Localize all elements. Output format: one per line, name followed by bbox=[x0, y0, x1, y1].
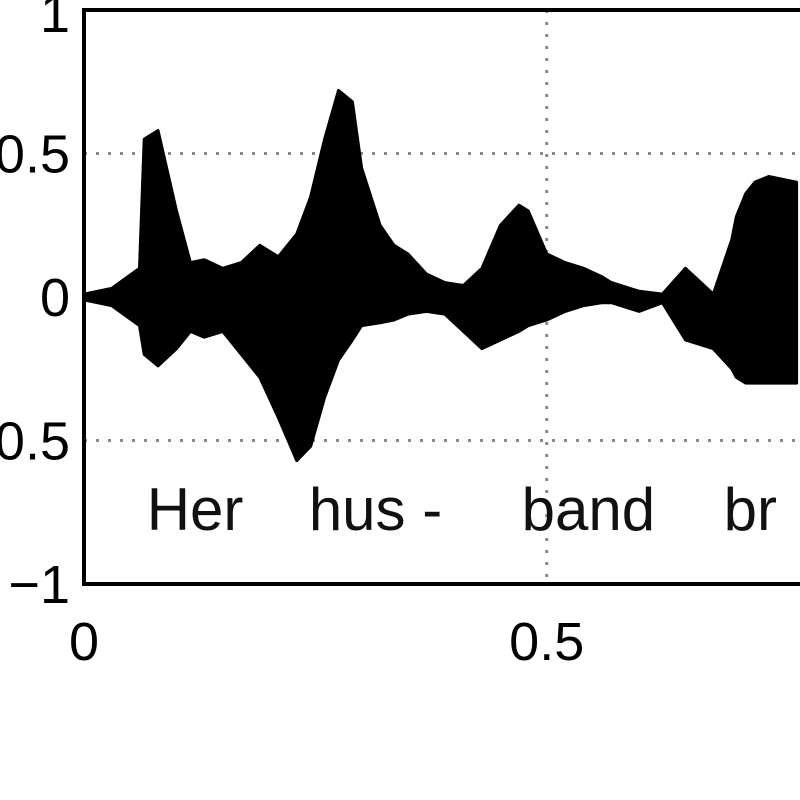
word-annotation: hus - bbox=[309, 476, 442, 543]
y-tick-label: −1 bbox=[8, 555, 70, 615]
x-tick-label: 0 bbox=[69, 612, 99, 672]
y-tick-label: 0.5 bbox=[0, 125, 70, 185]
waveform-series-0 bbox=[82, 88, 799, 463]
y-tick-label: 0 bbox=[40, 268, 70, 328]
word-annotation: band bbox=[522, 476, 655, 543]
word-annotation: br bbox=[724, 476, 777, 543]
y-tick-label: 1 bbox=[40, 0, 70, 44]
word-annotation: Her bbox=[147, 476, 244, 543]
word-annotations: Her hus - band br bbox=[147, 476, 777, 543]
series-layer bbox=[82, 88, 799, 463]
plot-frame bbox=[82, 8, 800, 586]
y-tick-label: 0.5 bbox=[0, 412, 70, 472]
y-tick-labels: 1 0.5 0 0.5 −1 bbox=[0, 0, 70, 615]
x-tick-labels: 0 0.5 bbox=[69, 612, 584, 672]
x-tick-label: 0.5 bbox=[509, 612, 584, 672]
